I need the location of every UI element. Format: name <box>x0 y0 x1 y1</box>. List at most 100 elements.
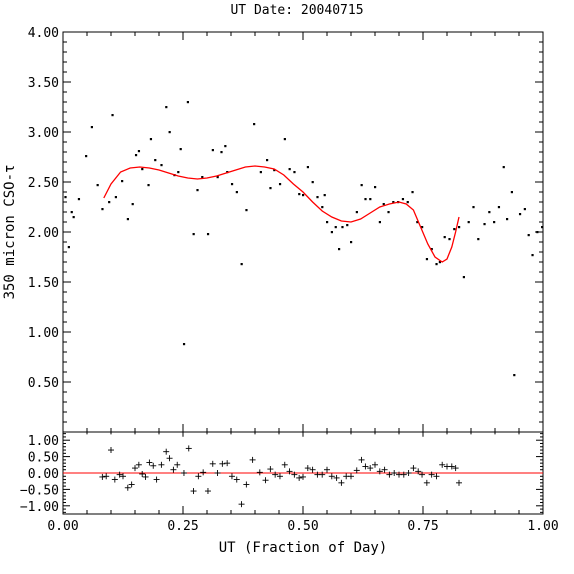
data-point <box>531 254 534 257</box>
data-point <box>387 211 390 214</box>
data-point <box>341 226 344 229</box>
y-tick-label: −1.00 <box>20 500 59 515</box>
residual-point <box>353 467 360 474</box>
residual-point <box>276 473 283 480</box>
data-point <box>493 221 496 224</box>
data-point <box>369 198 372 201</box>
data-point <box>141 168 144 171</box>
data-point <box>160 164 163 167</box>
data-point <box>121 180 124 183</box>
residual-point <box>304 465 311 472</box>
data-point <box>101 208 104 211</box>
y-tick-label: 2.00 <box>28 226 59 241</box>
residual-point <box>324 466 330 473</box>
data-point <box>330 231 333 234</box>
data-point <box>96 184 99 187</box>
data-point <box>392 201 395 204</box>
data-point <box>288 168 291 171</box>
data-point <box>220 151 223 154</box>
residual-point <box>333 474 340 481</box>
data-point <box>273 169 276 172</box>
residual-point <box>452 465 459 472</box>
residual-point <box>224 460 231 467</box>
data-point <box>477 238 480 241</box>
residual-point <box>386 471 393 478</box>
data-point <box>421 226 424 229</box>
data-point <box>438 261 441 264</box>
residual-point <box>200 469 207 476</box>
data-point <box>206 233 210 236</box>
data-point <box>355 211 358 214</box>
data-point <box>467 221 470 224</box>
residual-point <box>358 456 365 463</box>
x-tick-label: 0.75 <box>407 519 438 534</box>
residual-plot: 1.000.500.00−0.50−1.000.00 0.25 0.50 0.75 1.… <box>20 431 559 556</box>
x-axis-label: UT (Fraction of Day) <box>219 540 388 556</box>
residual-point <box>267 466 274 473</box>
data-point <box>497 206 501 209</box>
y-tick-label: 3.00 <box>28 126 59 141</box>
data-point <box>111 114 114 117</box>
residual-point <box>300 473 306 480</box>
data-point <box>77 198 81 201</box>
residual-point <box>281 461 288 468</box>
data-point <box>230 183 234 186</box>
data-point <box>179 148 182 151</box>
data-point <box>374 186 377 189</box>
data-point <box>259 171 262 174</box>
data-point <box>382 203 385 206</box>
data-point <box>64 196 67 199</box>
residual-point <box>381 466 388 473</box>
residual-point <box>348 473 354 480</box>
residual-point <box>228 473 235 480</box>
residual-point <box>139 470 146 477</box>
y-tick-label: 0.00 <box>28 467 59 482</box>
data-point <box>458 226 461 229</box>
data-point <box>216 176 219 179</box>
data-point <box>70 211 73 214</box>
data-point <box>316 196 319 199</box>
y-tick-label: 1.00 <box>28 326 59 341</box>
residual-point <box>456 479 462 486</box>
data-point <box>182 343 186 346</box>
residual-point <box>419 471 426 478</box>
chart-title: UT Date: 20040715 <box>230 3 363 18</box>
residual-point <box>338 479 345 486</box>
residual-point <box>170 466 177 473</box>
residual-point <box>296 474 303 481</box>
data-point <box>85 155 88 158</box>
residual-point <box>291 471 298 478</box>
residual-point <box>249 456 256 463</box>
data-point <box>350 241 353 244</box>
residual-point <box>108 447 114 454</box>
data-point <box>406 201 409 204</box>
data-point <box>483 223 486 226</box>
data-point <box>506 218 509 221</box>
data-point <box>108 201 111 204</box>
residual-point <box>448 463 455 470</box>
data-point <box>326 221 329 224</box>
residual-point <box>262 477 269 484</box>
residual-point <box>124 484 131 491</box>
data-point <box>131 203 134 206</box>
data-point <box>523 208 526 211</box>
data-point <box>453 228 456 231</box>
data-point <box>541 226 544 229</box>
data-point <box>283 138 286 141</box>
residual-point <box>190 488 197 495</box>
data-point <box>154 159 157 162</box>
data-point <box>192 233 195 236</box>
fit-curve <box>103 165 460 263</box>
y-tick-label: 2.50 <box>28 176 59 191</box>
residual-point <box>238 501 245 508</box>
residual-point <box>158 461 165 468</box>
data-point <box>201 176 204 179</box>
data-point <box>416 221 419 224</box>
residual-point <box>376 468 383 475</box>
residual-point <box>372 461 378 468</box>
data-point <box>462 276 465 279</box>
data-point <box>302 194 305 197</box>
main-plot: 4.00 3.50 3.00 2.50 2.00 1.50 1.00 0.50 350 micr… <box>2 26 544 433</box>
residual-point <box>391 470 398 476</box>
